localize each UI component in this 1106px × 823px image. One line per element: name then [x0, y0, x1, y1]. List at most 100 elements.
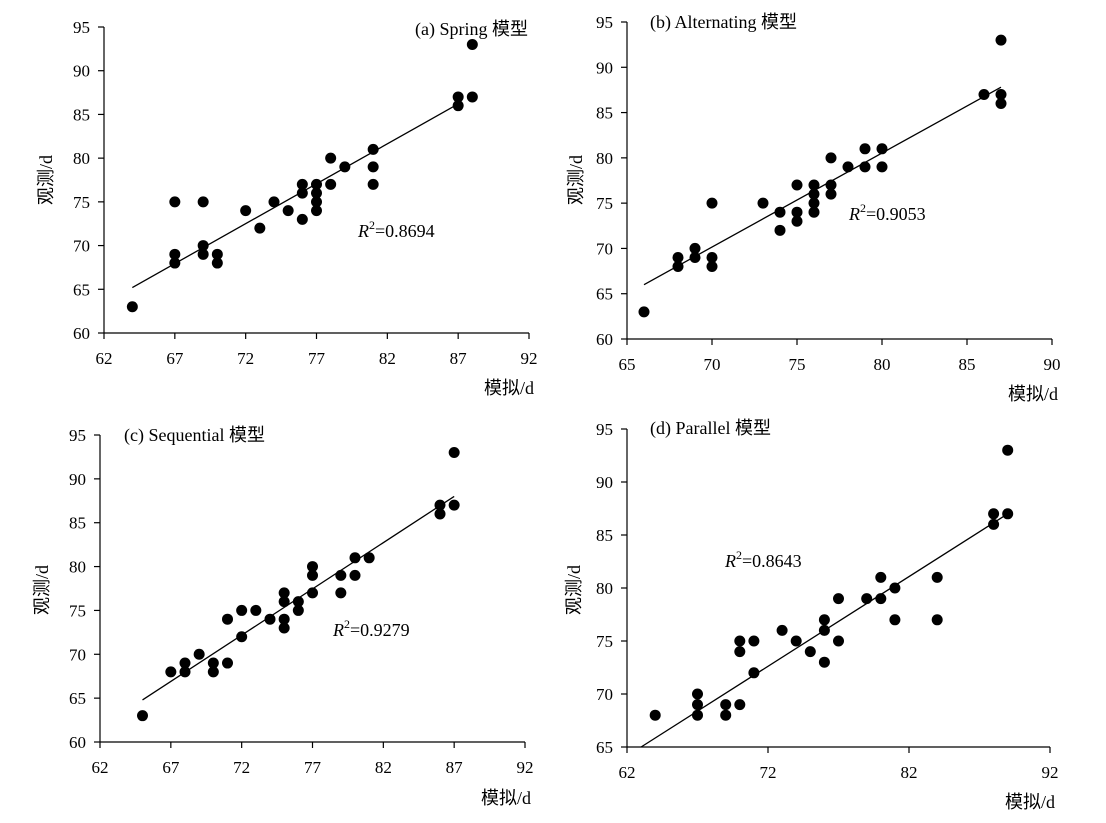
data-point	[197, 196, 209, 208]
x-tick-label: 62	[96, 349, 113, 368]
data-point	[757, 197, 769, 209]
scatter-panel-2: 65 70 75 80 85 90 60 65 70 75 80 85 90 95 (b) Alternat…	[566, 12, 1061, 404]
data-point	[734, 635, 746, 647]
data-point	[278, 596, 290, 608]
data-point	[367, 178, 379, 190]
data-point	[808, 179, 820, 191]
y-tick-label: 90	[596, 473, 613, 492]
y-tick-label: 60	[73, 324, 90, 343]
data-point	[452, 91, 464, 103]
y-tick-label: 65	[73, 280, 90, 299]
data-point	[692, 699, 703, 711]
data-point	[211, 257, 223, 269]
data-point	[734, 699, 746, 711]
y-tick-label: 80	[69, 558, 86, 577]
data-point	[311, 187, 322, 199]
data-point	[335, 587, 347, 599]
data-point	[689, 242, 701, 254]
panel-title: (d) Parallel 模型	[650, 418, 771, 439]
x-tick-label: 77	[308, 349, 326, 368]
x-tick-label: 62	[619, 763, 636, 782]
data-point	[931, 614, 943, 626]
scatter-panel-1: 62 67 72 77 82 87 92 60 65 70 75 80 85 90 95 (a) Spring…	[36, 18, 538, 398]
data-point	[808, 206, 820, 218]
x-tick-label: 70	[704, 355, 721, 374]
y-tick-label: 70	[596, 239, 613, 258]
data-point	[649, 709, 661, 721]
y-axis-label: 观测/d	[566, 155, 586, 205]
r-squared-label: R2=0.8694	[357, 218, 435, 241]
y-tick-label: 80	[596, 149, 613, 168]
data-point	[452, 100, 464, 112]
y-tick-label: 85	[73, 105, 90, 124]
y-tick-label: 75	[69, 601, 86, 620]
data-point	[169, 257, 181, 269]
y-tick-label: 80	[73, 149, 90, 168]
x-tick-label: 90	[1044, 355, 1061, 374]
y-tick-label: 85	[596, 104, 613, 123]
y-tick-label: 90	[69, 470, 86, 489]
data-point	[876, 143, 888, 155]
data-point	[889, 614, 901, 626]
y-tick-label: 75	[596, 194, 613, 213]
data-point	[1002, 508, 1014, 520]
x-tick-label: 87	[450, 349, 468, 368]
panel-title: (c) Sequential 模型	[124, 425, 265, 446]
x-tick-label: 85	[959, 355, 976, 374]
trendline	[643, 86, 1002, 286]
data-point	[988, 518, 1000, 530]
data-point	[833, 635, 844, 647]
data-point	[734, 646, 746, 658]
data-point	[978, 88, 990, 100]
data-point	[818, 614, 830, 626]
x-tick-label: 92	[517, 758, 534, 777]
data-point	[311, 178, 322, 190]
data-point	[222, 657, 233, 669]
x-tick-label: 72	[237, 349, 254, 368]
data-point	[825, 179, 837, 191]
y-tick-label: 85	[596, 526, 613, 545]
x-axis-label: 模拟/d	[1005, 792, 1055, 812]
data-point	[211, 248, 223, 260]
x-tick-label: 62	[92, 758, 109, 777]
x-tick-label: 65	[619, 355, 636, 374]
data-point	[307, 569, 318, 581]
data-point	[1002, 444, 1014, 456]
data-point	[774, 224, 786, 236]
data-point	[748, 667, 760, 679]
data-point	[264, 613, 276, 625]
data-point	[292, 604, 304, 616]
data-point	[268, 196, 280, 208]
x-axis-label: 模拟/d	[481, 788, 531, 808]
data-point	[995, 98, 1007, 110]
data-point	[292, 596, 304, 608]
x-tick-label: 92	[1042, 763, 1059, 782]
y-tick-label: 75	[596, 632, 613, 651]
data-point	[278, 613, 290, 625]
data-point	[307, 587, 318, 599]
x-tick-label: 67	[162, 758, 180, 777]
data-point	[672, 251, 684, 263]
data-point	[325, 152, 337, 164]
y-tick-label: 95	[596, 420, 613, 439]
data-point	[706, 261, 718, 273]
data-point	[311, 205, 322, 217]
x-axis-label: 模拟/d	[484, 378, 534, 398]
data-point	[689, 251, 701, 263]
data-point	[791, 206, 803, 218]
y-tick-label: 75	[73, 193, 90, 212]
data-point	[335, 569, 347, 581]
y-tick-label: 65	[69, 689, 86, 708]
y-tick-label: 90	[596, 58, 613, 77]
y-tick-label: 95	[596, 13, 613, 32]
data-point	[995, 34, 1007, 46]
y-tick-label: 85	[69, 514, 86, 533]
data-point	[193, 648, 205, 660]
x-axis-label: 模拟/d	[1008, 384, 1058, 404]
data-point	[282, 205, 294, 217]
data-point	[236, 604, 248, 616]
y-tick-label: 60	[596, 330, 613, 349]
data-point	[818, 624, 830, 636]
x-tick-label: 72	[760, 763, 777, 782]
x-tick-label: 92	[521, 349, 538, 368]
